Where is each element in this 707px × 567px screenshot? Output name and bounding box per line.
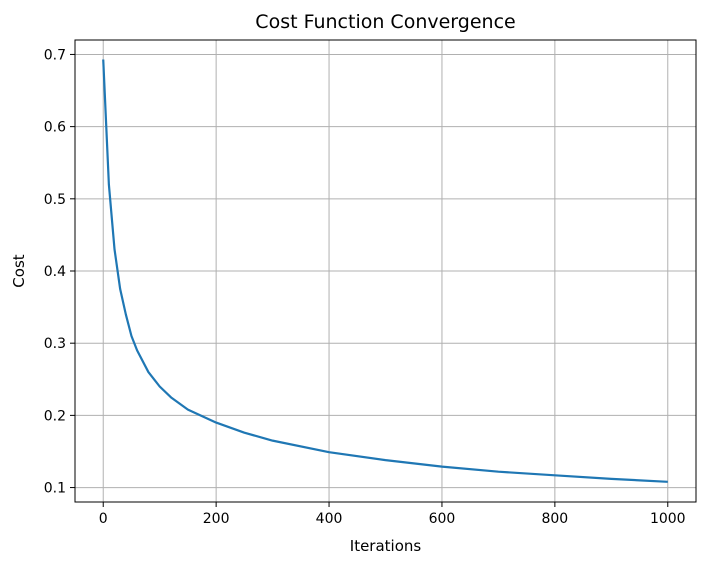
y-tick-label: 0.4 (44, 264, 66, 280)
series-layer (102, 59, 668, 483)
x-tick-label: 600 (429, 511, 456, 527)
x-tick-label: 0 (99, 511, 108, 527)
y-tick-label: 0.6 (44, 120, 66, 136)
y-tick-label: 0.5 (44, 192, 66, 208)
y-tick-label: 0.2 (44, 408, 66, 424)
x-axis-label: Iterations (350, 537, 422, 555)
x-tick-label: 200 (203, 511, 230, 527)
ticks: 0 200 400 600 800 1000 0.1 0.2 0.3 0.4 0.5 0.6 0.7 (44, 47, 686, 527)
y-tick-label: 0.7 (44, 47, 66, 63)
y-tick-label: 0.1 (44, 481, 66, 497)
series-line (102, 59, 668, 483)
y-axis-label: Cost (10, 254, 28, 287)
x-tick-label: 800 (541, 511, 568, 527)
grid (75, 40, 696, 502)
chart-title: Cost Function Convergence (255, 11, 515, 33)
x-tick-label: 400 (316, 511, 343, 527)
y-tick-label: 0.3 (44, 336, 66, 352)
x-tick-label: 1000 (650, 511, 686, 527)
